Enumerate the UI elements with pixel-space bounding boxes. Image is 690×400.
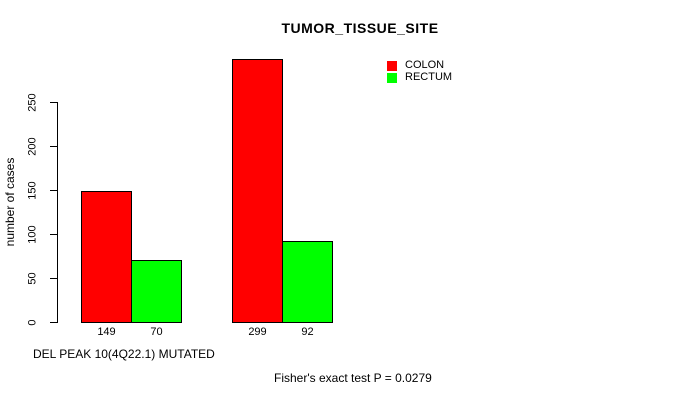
bar-value-label: 92 <box>301 326 314 338</box>
y-tick-mark <box>50 234 57 235</box>
bar-value-label: 70 <box>150 326 163 338</box>
y-tick-mark <box>50 322 57 323</box>
y-axis-line <box>57 102 58 323</box>
y-tick-mark <box>50 190 57 191</box>
bar-rectum-group1 <box>131 260 182 323</box>
legend-item-rectum: RECTUM <box>387 72 452 83</box>
y-tick-mark <box>50 278 57 279</box>
legend: COLON RECTUM <box>387 60 452 84</box>
bar-colon-group1 <box>81 191 132 323</box>
legend-item-colon: COLON <box>387 60 452 71</box>
bar-rectum-group2 <box>282 241 333 323</box>
bar-value-label: 149 <box>97 326 116 338</box>
legend-label-rectum: RECTUM <box>405 71 453 83</box>
legend-swatch-rectum <box>387 72 397 83</box>
legend-swatch-colon <box>387 60 397 71</box>
legend-label-colon: COLON <box>405 59 445 71</box>
y-tick-mark <box>50 146 57 147</box>
chart-title: TUMOR_TISSUE_SITE <box>281 20 439 36</box>
y-axis-title: number of cases <box>3 157 17 247</box>
bar-value-label: 299 <box>248 326 267 338</box>
fisher-test-note: Fisher's exact test P = 0.0279 <box>274 371 432 385</box>
x-axis-label: DEL PEAK 10(4Q22.1) MUTATED <box>33 347 215 361</box>
bar-colon-group2 <box>232 59 283 323</box>
y-tick-label: 250 <box>26 93 39 112</box>
y-tick-mark <box>50 102 57 103</box>
